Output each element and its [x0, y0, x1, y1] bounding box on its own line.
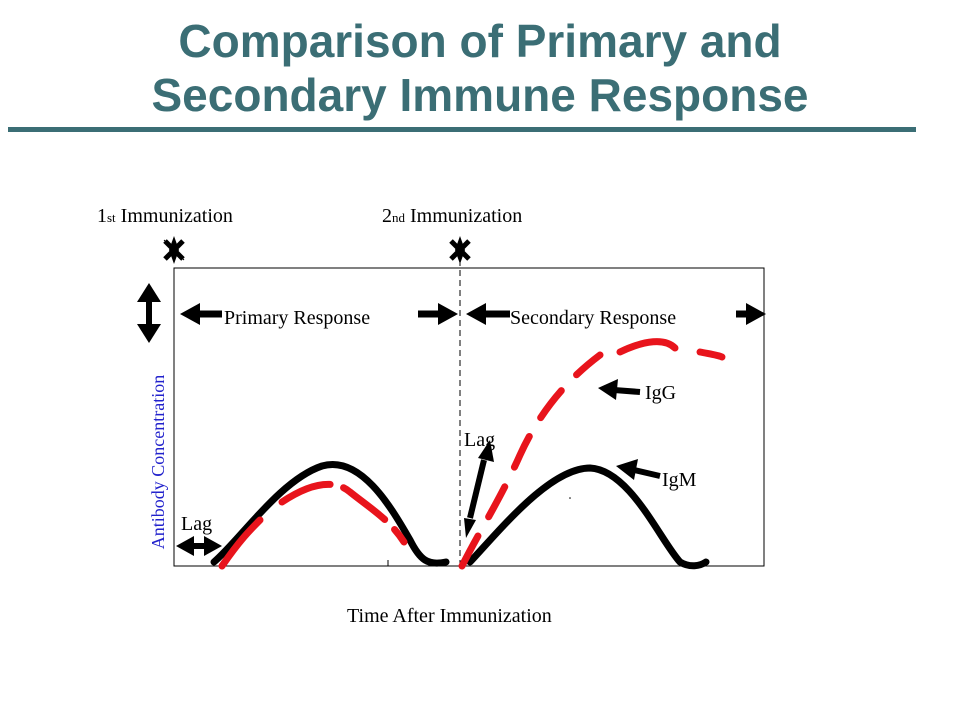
igm-pointer-arrow-icon — [616, 459, 661, 480]
primary-response-right-arrow-icon — [418, 303, 458, 325]
secondary-response-label: Secondary Response — [510, 307, 677, 329]
second-immunization-text: Immunization — [405, 205, 523, 227]
title-underline — [8, 127, 916, 132]
slide-title: Comparison of Primary and Secondary Immu… — [0, 14, 960, 122]
second-immunization-number: 2 — [382, 205, 392, 227]
x-axis-label: Time After Immunization — [347, 605, 552, 627]
secondary-dot — [569, 497, 571, 499]
first-immunization-star-icon — [163, 236, 185, 264]
first-immunization-label: 1st Immunization — [97, 204, 233, 230]
igm-curve-primary — [210, 460, 450, 567]
igg-curve-primary-peak — [278, 480, 408, 546]
lag-secondary-double-arrow-icon — [464, 440, 494, 538]
first-immunization-suffix: st — [107, 210, 116, 225]
secondary-response-left-arrow-icon — [466, 303, 510, 325]
lag-primary-label: Lag — [181, 513, 213, 535]
primary-response-left-arrow-icon — [180, 303, 222, 325]
igg-curve-primary — [218, 516, 264, 570]
y-axis-label: Antibody Concentration — [148, 374, 168, 550]
second-immunization-suffix: nd — [392, 210, 405, 225]
igg-label: IgG — [645, 382, 677, 404]
igg-pointer-arrow-icon — [598, 379, 641, 400]
igg-curve-secondary — [458, 351, 604, 570]
y-axis-double-arrow-icon — [137, 283, 161, 343]
igg-curve-secondary-tail — [696, 348, 726, 361]
first-immunization-number: 1 — [97, 205, 107, 227]
lag-primary-double-arrow-icon — [176, 536, 222, 556]
secondary-response-right-arrow-icon — [736, 303, 766, 325]
title-line-1: Comparison of Primary and — [178, 15, 782, 67]
second-immunization-star-icon — [449, 236, 471, 264]
second-immunization-label: 2nd Immunization — [382, 204, 522, 230]
igm-curve-secondary — [466, 464, 710, 570]
igg-curve-secondary-plateau — [616, 338, 679, 356]
title-line-2: Secondary Immune Response — [151, 69, 809, 121]
primary-response-label: Primary Response — [224, 307, 371, 329]
plot-frame — [173, 267, 765, 567]
lag-secondary-label: Lag — [464, 429, 496, 451]
first-immunization-text: Immunization — [115, 205, 233, 227]
igm-label: IgM — [662, 469, 697, 491]
